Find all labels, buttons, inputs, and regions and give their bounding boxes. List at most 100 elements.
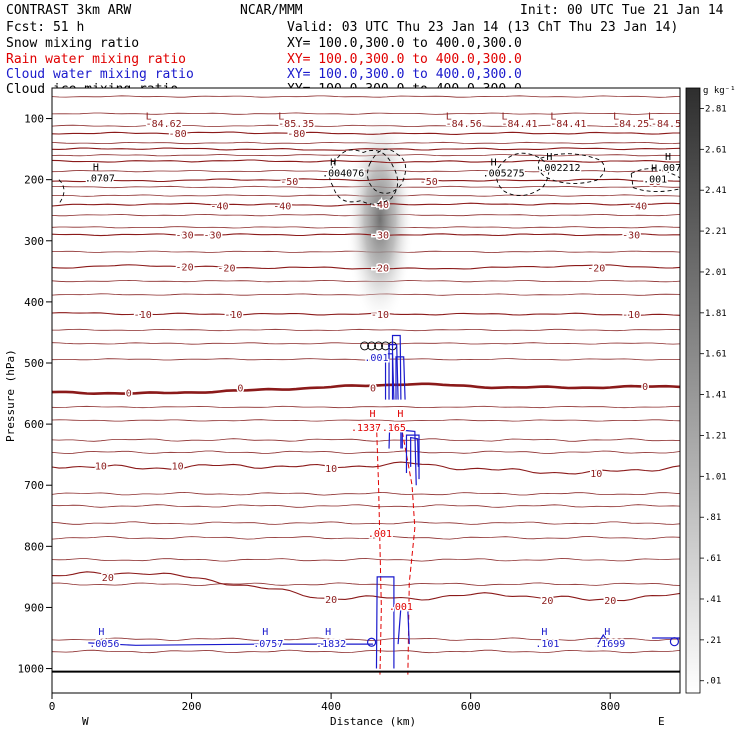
cloud-water-label: .001 (364, 353, 388, 364)
field-xy-snow: XY= 100.0,300.0 to 400.0,300.0 (287, 36, 522, 51)
colorbar-label: 2.21 (705, 227, 727, 237)
isotherm-label: 0 (237, 383, 243, 394)
y-tick-label: 700 (24, 479, 44, 492)
y-tick-label: 800 (24, 540, 44, 553)
low-marker: L (446, 112, 452, 123)
cloud-water-high-marker: H (541, 627, 547, 638)
cloud-ice-contour (630, 168, 680, 193)
cloud-water-contour (397, 606, 410, 645)
isotherm-label: 20 (102, 573, 114, 584)
pressure-contour (52, 558, 680, 562)
x-tick-label: 400 (321, 700, 341, 713)
colorbar-label: 1.81 (705, 309, 727, 319)
colorbar-label: .41 (705, 595, 721, 605)
pressure-contour (52, 536, 680, 540)
isotherm-label: -50 (420, 177, 438, 188)
field-xy-rain: XY= 100.0,300.0 to 400.0,300.0 (287, 52, 522, 67)
pressure-contour (52, 582, 680, 587)
y-axis-label: Pressure (hPa) (4, 349, 17, 442)
isotherm-label: 10 (95, 462, 107, 473)
pressure-contour (52, 438, 680, 442)
high-marker: H (651, 164, 657, 175)
pressure-contour (52, 649, 680, 654)
isotherm--40 (52, 202, 680, 207)
pressure-contour (52, 637, 680, 641)
cloud-ice-contours (58, 148, 680, 351)
cloud-water-contour (88, 642, 373, 646)
high-value-label: .0707 (85, 173, 115, 184)
cloud-ice-contour (58, 179, 65, 204)
isotherm-label: -30 (622, 231, 640, 242)
cloud-water-contour (405, 434, 420, 480)
cloud-water-contour (595, 633, 613, 648)
low-value-label: -84.41 (550, 119, 586, 130)
pressure-contour (52, 504, 680, 508)
field-name-cloud-water: Cloud water mixing ratio (6, 67, 194, 82)
isotherm-label: 0 (370, 383, 376, 394)
isotherm-label: -50 (643, 177, 661, 188)
colorbar-label: 2.01 (705, 268, 727, 278)
isotherm-label: -10 (622, 310, 640, 321)
cloud-water-high-marker: H (98, 627, 104, 638)
rain-label: .165 (382, 423, 406, 434)
cloud-water-contour (410, 436, 419, 467)
cloud-water-contours (88, 334, 680, 669)
y-tick-label: 100 (24, 113, 44, 126)
x-tick-label: 600 (461, 700, 481, 713)
pressure-contour (52, 419, 680, 422)
colorbar-label: .01 (705, 677, 721, 687)
high-value-label: .005275 (483, 169, 525, 180)
high-marker: H (665, 152, 671, 163)
cloud-water-contour (388, 423, 402, 449)
x-tick-label: 200 (182, 700, 202, 713)
y-tick-label: 600 (24, 418, 44, 431)
isotherm-0 (52, 382, 680, 396)
init-time: Init: 00 UTC Tue 21 Jan 14 (520, 3, 724, 18)
colorbar-label: 1.01 (705, 472, 727, 482)
low-value-label: -84.41 (501, 119, 537, 130)
isotherm-label: -20 (176, 262, 194, 273)
colorbar-label: 1.61 (705, 350, 727, 360)
isotherm-label: -20 (587, 264, 605, 275)
forecast-hour: Fcst: 51 h (6, 20, 84, 35)
cloud-water-label: .0757 (253, 639, 283, 650)
rain-label: .1337 (351, 423, 381, 434)
cloud-water-label: .1832 (316, 639, 346, 650)
isotherm-label: 10 (590, 469, 602, 480)
plot-frame (51, 87, 681, 694)
isotherm-label: -80 (169, 129, 187, 140)
cloud-ice-contour (360, 341, 370, 351)
isotherm-label: -30 (371, 231, 389, 242)
isotherm--30 (52, 233, 680, 237)
low-marker: L (278, 112, 284, 123)
low-value-label: -84.56 (446, 119, 482, 130)
east-label: E (658, 715, 665, 728)
low-marker: L (550, 112, 556, 123)
cloud-ice-contour (496, 152, 550, 197)
low-value-label: -85.35 (278, 119, 314, 130)
x-axis-label: Distance (km) (330, 715, 416, 728)
colorbar-label: 2.41 (705, 186, 727, 196)
isotherm-label: 0 (642, 382, 648, 393)
colorbar (685, 87, 701, 694)
x-tick-label: 0 (49, 700, 56, 713)
isotherm-20 (52, 571, 680, 602)
isotherm-label: -80 (287, 129, 305, 140)
low-marker: L (502, 112, 508, 123)
y-tick-label: 500 (24, 357, 44, 370)
colorbar-labels: 2.81 2.61 2.41 2.21 2.01 1.81 1.61 1.41 1.21 1.01… (700, 104, 727, 687)
pressure-contour (52, 521, 680, 525)
isotherm-label: 20 (325, 595, 337, 606)
high-value-label: .007 (657, 163, 681, 174)
cloud-ice-contour (367, 148, 407, 194)
cloud-water-contour (375, 576, 395, 669)
cloud-water-high-marker: H (325, 627, 331, 638)
pressure-contour (52, 328, 680, 332)
high-marker: H (491, 158, 497, 169)
cloud-water-contour (395, 356, 406, 400)
center-label: NCAR/MMM (240, 3, 303, 18)
x-axis: 0 200 400 600 800 (49, 693, 620, 713)
isotherm-label: -10 (134, 310, 152, 321)
isotherm-label: 20 (604, 596, 616, 607)
